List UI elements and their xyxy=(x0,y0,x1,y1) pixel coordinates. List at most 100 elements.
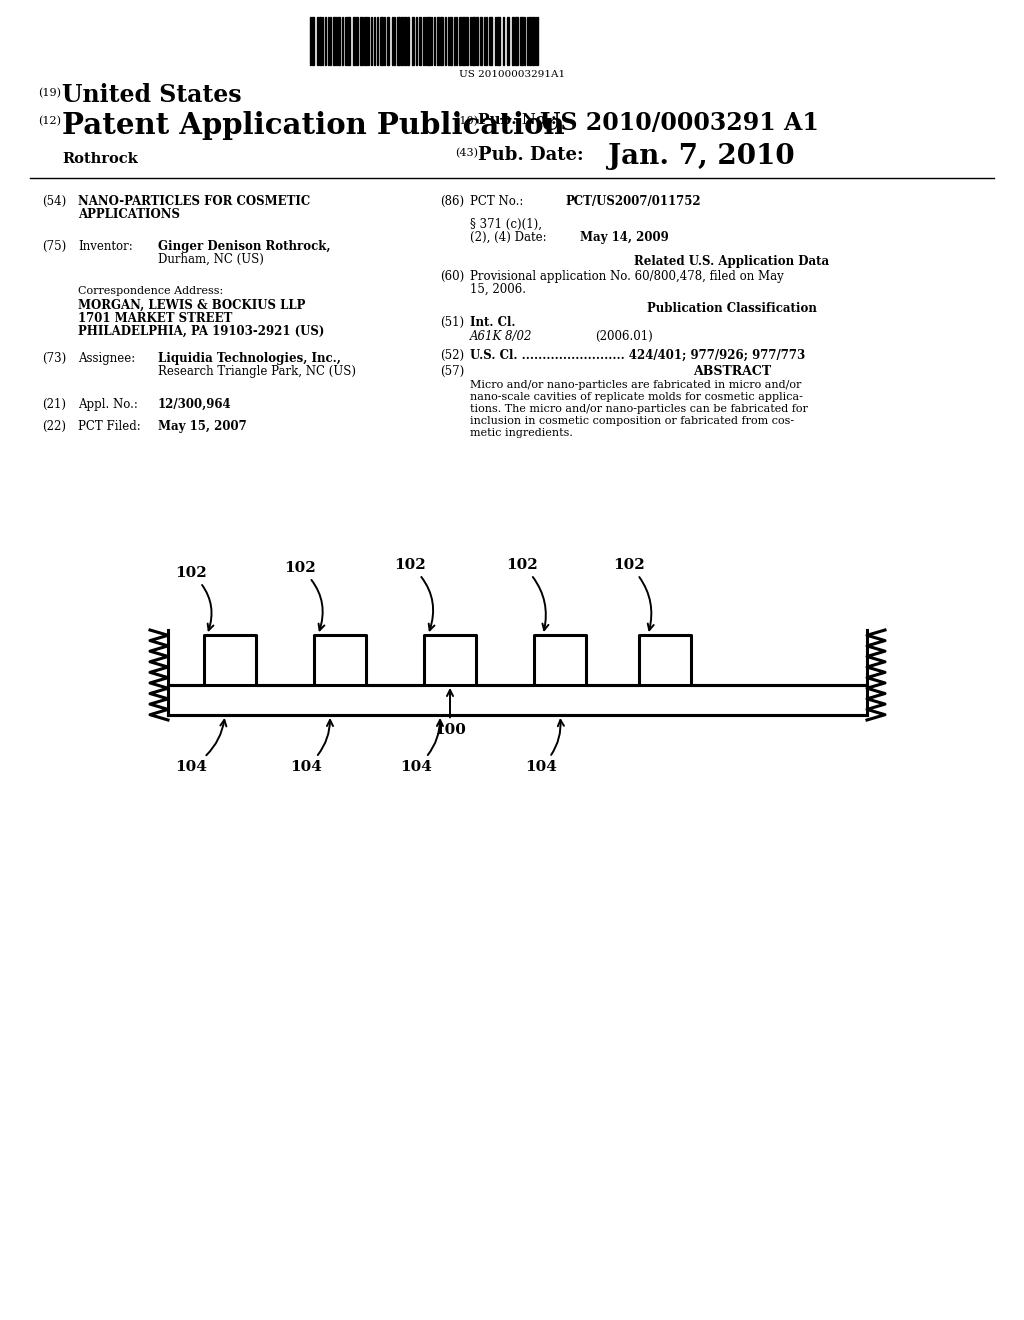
Bar xyxy=(407,17,409,65)
Bar xyxy=(319,17,321,65)
Text: Int. Cl.: Int. Cl. xyxy=(470,315,515,329)
Text: Related U.S. Application Data: Related U.S. Application Data xyxy=(635,255,829,268)
Text: Pub. Date:: Pub. Date: xyxy=(478,147,584,164)
Text: A61K 8/02: A61K 8/02 xyxy=(470,330,532,343)
Text: Appl. No.:: Appl. No.: xyxy=(78,399,138,411)
Bar xyxy=(507,17,509,65)
Text: 100: 100 xyxy=(434,690,466,737)
Text: (22): (22) xyxy=(42,420,66,433)
Text: (21): (21) xyxy=(42,399,66,411)
Bar xyxy=(472,17,475,65)
Text: 104: 104 xyxy=(525,719,564,774)
Bar xyxy=(333,17,335,65)
Text: (86): (86) xyxy=(440,195,464,209)
Text: May 15, 2007: May 15, 2007 xyxy=(158,420,247,433)
Bar xyxy=(520,17,523,65)
Text: 102: 102 xyxy=(506,558,549,630)
Text: (19): (19) xyxy=(38,88,61,98)
Text: Jan. 7, 2010: Jan. 7, 2010 xyxy=(608,143,795,170)
Text: tions. The micro and/or nano-particles can be fabricated for: tions. The micro and/or nano-particles c… xyxy=(470,404,808,414)
Text: (54): (54) xyxy=(42,195,67,209)
Text: United States: United States xyxy=(62,83,242,107)
Text: § 371 (c)(1),: § 371 (c)(1), xyxy=(470,218,542,231)
Text: Inventor:: Inventor: xyxy=(78,240,133,253)
Bar xyxy=(459,17,461,65)
Text: Patent Application Publication: Patent Application Publication xyxy=(62,111,564,140)
Text: (51): (51) xyxy=(440,315,464,329)
Text: US 20100003291A1: US 20100003291A1 xyxy=(459,70,565,79)
Text: (2), (4) Date:: (2), (4) Date: xyxy=(470,231,547,244)
Text: U.S. Cl. ......................... 424/401; 977/926; 977/773: U.S. Cl. ......................... 424/4… xyxy=(470,348,805,362)
Text: (2006.01): (2006.01) xyxy=(595,330,652,343)
Text: (75): (75) xyxy=(42,240,67,253)
Text: PCT/US2007/011752: PCT/US2007/011752 xyxy=(565,195,700,209)
Text: Assignee:: Assignee: xyxy=(78,352,135,366)
Text: Rothrock: Rothrock xyxy=(62,152,138,166)
Text: Provisional application No. 60/800,478, filed on May: Provisional application No. 60/800,478, … xyxy=(470,271,783,282)
Bar xyxy=(515,17,518,65)
Text: Durham, NC (US): Durham, NC (US) xyxy=(158,253,264,267)
Text: MORGAN, LEWIS & BOCKIUS LLP: MORGAN, LEWIS & BOCKIUS LLP xyxy=(78,300,305,312)
Bar xyxy=(401,17,403,65)
Bar xyxy=(365,17,367,65)
Bar xyxy=(353,17,355,65)
Bar xyxy=(489,17,492,65)
Text: Micro and/or nano-particles are fabricated in micro and/or: Micro and/or nano-particles are fabricat… xyxy=(470,380,802,389)
Bar xyxy=(380,17,383,65)
Text: 104: 104 xyxy=(175,719,226,774)
Bar xyxy=(347,17,350,65)
Bar xyxy=(419,17,421,65)
Bar xyxy=(412,17,414,65)
Text: (52): (52) xyxy=(440,348,464,362)
Text: (60): (60) xyxy=(440,271,464,282)
Text: (10): (10) xyxy=(455,116,478,127)
Text: 102: 102 xyxy=(284,561,325,631)
Bar xyxy=(480,17,482,65)
Bar xyxy=(437,17,439,65)
Bar xyxy=(476,17,478,65)
Text: Liquidia Technologies, Inc.,: Liquidia Technologies, Inc., xyxy=(158,352,341,366)
Text: May 14, 2009: May 14, 2009 xyxy=(580,231,669,244)
Bar xyxy=(397,17,400,65)
Bar xyxy=(312,17,314,65)
Text: (12): (12) xyxy=(38,116,61,127)
Text: 104: 104 xyxy=(400,719,443,774)
Bar xyxy=(440,17,443,65)
Text: PHILADELPHIA, PA 19103-2921 (US): PHILADELPHIA, PA 19103-2921 (US) xyxy=(78,325,325,338)
Bar xyxy=(338,17,340,65)
Bar xyxy=(529,17,531,65)
Text: 12/300,964: 12/300,964 xyxy=(158,399,231,411)
Text: NANO-PARTICLES FOR COSMETIC: NANO-PARTICLES FOR COSMETIC xyxy=(78,195,310,209)
Text: ABSTRACT: ABSTRACT xyxy=(693,366,771,378)
Text: 1701 MARKET STREET: 1701 MARKET STREET xyxy=(78,312,232,325)
Text: Correspondence Address:: Correspondence Address: xyxy=(78,286,223,296)
Text: PCT Filed:: PCT Filed: xyxy=(78,420,140,433)
Bar xyxy=(360,17,362,65)
Text: US 2010/0003291 A1: US 2010/0003291 A1 xyxy=(540,111,819,135)
Bar xyxy=(356,17,358,65)
Bar xyxy=(512,17,514,65)
Text: 102: 102 xyxy=(394,558,434,631)
Bar xyxy=(404,17,406,65)
Text: (57): (57) xyxy=(440,366,464,378)
Text: Publication Classification: Publication Classification xyxy=(647,302,817,315)
Bar xyxy=(427,17,430,65)
Text: 102: 102 xyxy=(175,566,213,631)
Text: APPLICATIONS: APPLICATIONS xyxy=(78,209,180,220)
Text: Ginger Denison Rothrock,: Ginger Denison Rothrock, xyxy=(158,240,331,253)
Text: (43): (43) xyxy=(455,148,478,158)
Text: Pub. No.:: Pub. No.: xyxy=(478,114,557,127)
Bar xyxy=(497,17,500,65)
Bar xyxy=(462,17,465,65)
Bar xyxy=(387,17,389,65)
Bar xyxy=(450,17,452,65)
Bar xyxy=(532,17,534,65)
Text: metic ingredients.: metic ingredients. xyxy=(470,428,572,438)
Text: nano-scale cavities of replicate molds for cosmetic applica-: nano-scale cavities of replicate molds f… xyxy=(470,392,803,403)
Text: PCT No.:: PCT No.: xyxy=(470,195,523,209)
Text: (73): (73) xyxy=(42,352,67,366)
Text: 104: 104 xyxy=(290,719,333,774)
Text: Research Triangle Park, NC (US): Research Triangle Park, NC (US) xyxy=(158,366,356,378)
Text: inclusion in cosmetic composition or fabricated from cos-: inclusion in cosmetic composition or fab… xyxy=(470,416,795,426)
Text: 15, 2006.: 15, 2006. xyxy=(470,282,526,296)
